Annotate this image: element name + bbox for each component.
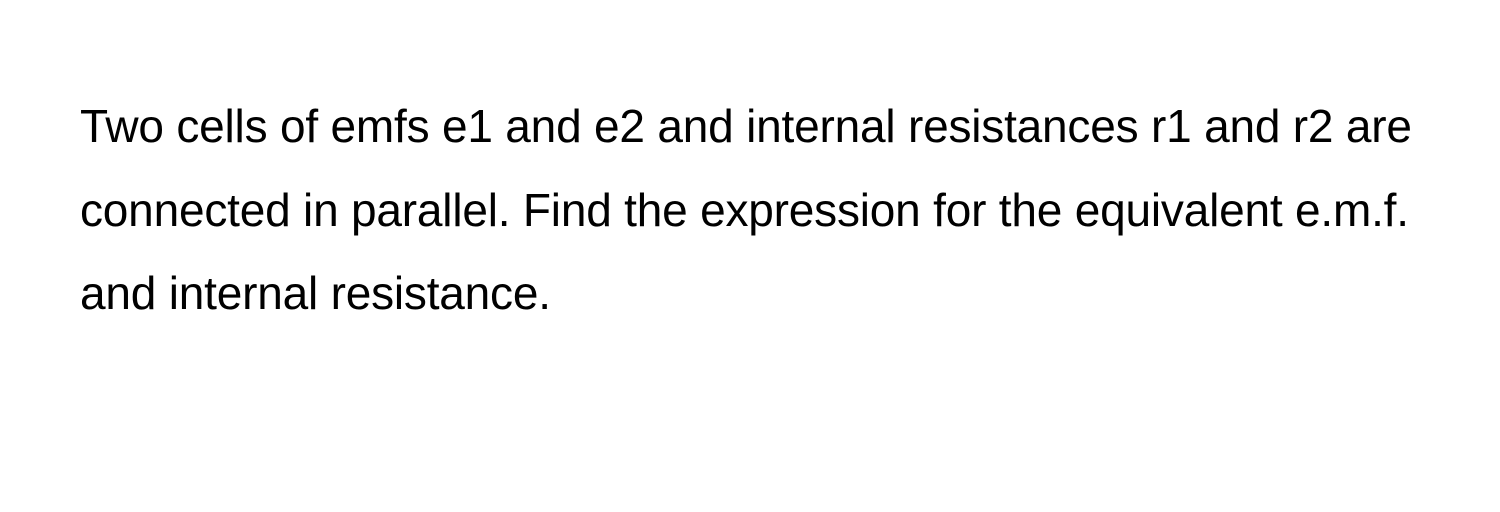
document-container: Two cells of emfs e1 and e2 and internal… [0,0,1500,336]
question-paragraph: Two cells of emfs e1 and e2 and internal… [80,85,1420,336]
